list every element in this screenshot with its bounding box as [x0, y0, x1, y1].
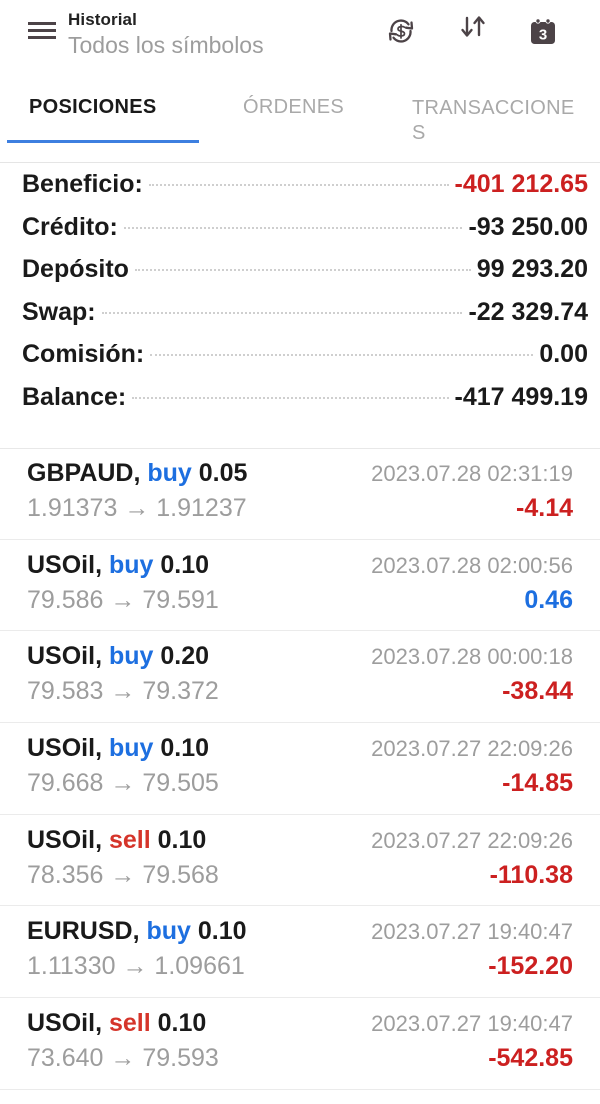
- svg-text:3: 3: [539, 27, 547, 44]
